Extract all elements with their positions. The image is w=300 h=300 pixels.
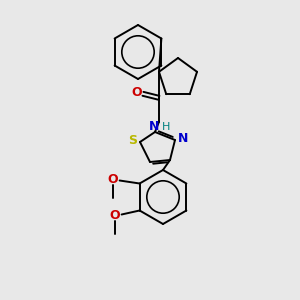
Text: O: O — [132, 86, 142, 99]
Text: N: N — [149, 120, 159, 133]
Text: N: N — [178, 133, 188, 146]
Text: O: O — [107, 173, 118, 186]
Text: S: S — [128, 134, 137, 148]
Text: O: O — [109, 209, 120, 222]
Text: H: H — [162, 122, 170, 132]
